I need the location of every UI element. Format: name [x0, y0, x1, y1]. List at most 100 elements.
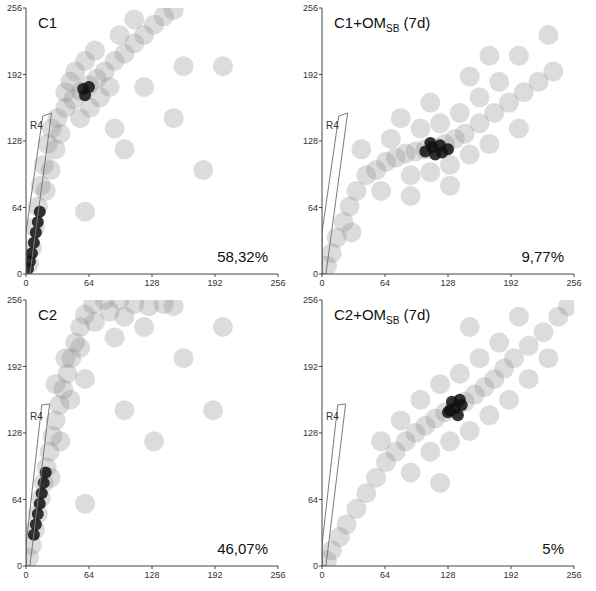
y-tick: [23, 74, 26, 75]
panel-title: C1: [38, 14, 57, 31]
event-density: [60, 390, 80, 410]
gate-label: R4: [30, 120, 43, 131]
panel-title: C2+OMSB (7d): [334, 306, 430, 326]
event-density: [110, 25, 130, 45]
y-tick-label: 256: [7, 3, 22, 13]
event-density: [430, 374, 450, 394]
x-tick-label: 0: [23, 570, 28, 580]
event-density: [489, 333, 509, 353]
event-density: [114, 307, 134, 327]
event-density: [134, 317, 154, 337]
x-tick-label: 192: [503, 278, 518, 288]
x-tick-label: 64: [84, 570, 94, 580]
event-density: [391, 411, 411, 431]
panel: R4064128192256064128192256C246,07%: [7, 290, 286, 580]
event-density: [213, 56, 233, 76]
event-density: [509, 119, 529, 139]
event-density: [479, 405, 499, 425]
y-tick: [319, 366, 322, 367]
x-tick: [89, 274, 90, 277]
event-density: [164, 8, 184, 20]
event-density: [533, 322, 553, 342]
y-tick: [319, 207, 322, 208]
gate-label: R4: [326, 411, 339, 422]
event-density: [538, 25, 558, 45]
x-tick-label: 0: [319, 570, 324, 580]
x-tick-label: 256: [270, 570, 285, 580]
x-tick-label: 128: [144, 570, 159, 580]
y-tick-label: 64: [12, 495, 22, 505]
event-density: [430, 113, 450, 133]
event-density: [371, 431, 391, 451]
x-tick-label: 192: [207, 278, 222, 288]
x-tick-label: 64: [380, 570, 390, 580]
event-density: [436, 146, 448, 158]
panel: R4064128192256064128192256C158,32%: [7, 0, 286, 288]
event-density: [440, 176, 460, 196]
y-tick: [23, 366, 26, 367]
event-density: [75, 369, 95, 389]
event-density: [36, 181, 56, 201]
event-density: [420, 162, 440, 182]
y-tick: [319, 300, 322, 301]
label-bg: [332, 13, 432, 35]
x-tick-label: 192: [503, 570, 518, 580]
event-density: [460, 421, 480, 441]
event-density: [509, 46, 529, 66]
event-density: [381, 129, 401, 149]
x-tick: [278, 274, 279, 277]
event-density: [410, 390, 430, 410]
y-tick: [23, 141, 26, 142]
event-density: [470, 348, 490, 368]
event-density: [401, 186, 421, 206]
x-tick: [152, 274, 153, 277]
event-density: [470, 87, 490, 107]
event-density: [435, 402, 455, 422]
y-tick-label: 256: [303, 3, 318, 13]
event-density: [174, 348, 194, 368]
y-tick-label: 0: [17, 269, 22, 279]
gate: [322, 404, 346, 566]
y-tick: [23, 300, 26, 301]
x-tick-label: 256: [566, 570, 581, 580]
event-density: [75, 202, 95, 222]
event-density: [424, 137, 436, 149]
event-density: [460, 145, 480, 165]
label-bg: [215, 247, 270, 266]
label-bg: [332, 305, 432, 327]
event-density: [36, 487, 48, 499]
event-density: [213, 317, 233, 337]
y-tick: [319, 433, 322, 434]
x-tick: [511, 274, 512, 277]
x-tick: [152, 566, 153, 569]
y-tick-label: 0: [313, 561, 318, 571]
y-tick: [23, 274, 26, 275]
y-tick-label: 64: [308, 203, 318, 213]
x-tick-label: 128: [440, 570, 455, 580]
x-tick-label: 192: [207, 570, 222, 580]
event-density: [440, 431, 460, 451]
event-density: [519, 369, 539, 389]
y-tick-label: 64: [308, 495, 318, 505]
panel: R4064128192256064128192256C2+OMSB (7d)5%: [303, 295, 582, 580]
event-density: [85, 41, 105, 61]
event-density: [164, 108, 184, 128]
y-tick-label: 192: [303, 70, 318, 80]
event-density: [460, 67, 480, 87]
event-density: [164, 300, 184, 316]
event-density: [124, 9, 144, 29]
event-density: [193, 160, 213, 180]
event-density: [79, 89, 91, 101]
y-tick: [319, 8, 322, 9]
gate: [26, 404, 50, 566]
y-tick-label: 128: [303, 136, 318, 146]
plot-area: [26, 8, 233, 274]
panel-title: C2: [38, 306, 57, 323]
figure: R4064128192256064128192256C158,32%R40641…: [0, 0, 596, 591]
y-tick: [23, 207, 26, 208]
x-tick-label: 256: [270, 278, 285, 288]
panel: R4064128192256064128192256C1+OMSB (7d)9,…: [303, 3, 582, 288]
event-density: [70, 338, 90, 358]
event-density: [342, 222, 362, 242]
event-density: [46, 374, 66, 394]
